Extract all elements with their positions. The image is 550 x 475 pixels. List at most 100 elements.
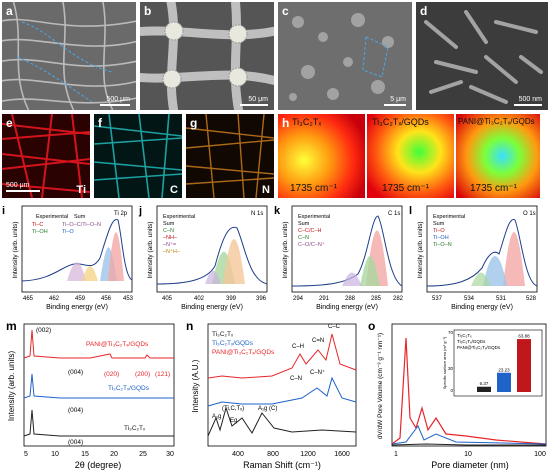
pore-tick-0: 1 — [394, 451, 398, 458]
sem-image-b — [140, 2, 274, 110]
legend-k-0: Experimental — [298, 214, 330, 220]
svg-text:o: o — [368, 319, 375, 333]
pore-line-gqds — [391, 425, 547, 445]
tick-k-0: 294 — [293, 296, 304, 302]
legend-i-1: Sum — [74, 214, 86, 220]
xps-panel-k: k C 1s Experimental Sum C–C/C–H C–N C–O/… — [274, 205, 404, 311]
raman-xlabel: Raman Shift (cm⁻¹) — [243, 460, 321, 470]
sem-panel-c: c 5 μm — [278, 2, 412, 110]
legend-j-0: Experimental — [163, 214, 195, 220]
tick-i-4: 453 — [123, 296, 134, 302]
ylabel-i: Intensity (arb. units) — [12, 221, 19, 278]
legend-i-2: Ti–C — [32, 222, 43, 228]
element-label-n: N — [262, 184, 270, 196]
panel-label-d: d — [420, 4, 428, 18]
legend-j-3: –NH– — [163, 235, 178, 241]
legend-i-4: Ti–O–C/Ti–O–N — [62, 222, 101, 228]
legend-k-1: Sum — [298, 221, 310, 227]
xps-panel-l: l O 1s Experimental Sum Ti–O Ti–OH Ti–O–… — [409, 205, 538, 311]
panel-label-i: i — [2, 205, 5, 217]
raman-panel-n: n Ti₃C₂Tₓ Ti₃C₂Tₓ/GQDs PANI@Ti₃C₂Tₓ/GQDs… — [186, 319, 357, 470]
tick-l-3: 528 — [526, 296, 537, 302]
xrd-ann-002: (002) — [36, 327, 51, 334]
xrd-xlabel: 2θ (degree) — [75, 460, 122, 470]
panel-label-a: a — [6, 4, 13, 18]
raman-tick-2: 1200 — [300, 451, 316, 458]
xps-panel-i: i Ti 2p Experimental Sum Ti–C Ti–OH Ti–O… — [2, 205, 134, 311]
legend-l-0: Experimental — [433, 214, 465, 220]
tick-j-1: 402 — [194, 296, 205, 302]
inset-ytick-0: 0 — [450, 388, 453, 393]
panel-label-l: l — [409, 205, 412, 217]
sem-panel-a: a 500 μm — [2, 2, 136, 110]
pore-panel-o: o Ti₃C₂Tₓ Ti₃C₂Tₓ/GQDs PANI@Ti₃C₂Tₓ/GQDs… — [368, 319, 547, 470]
axes-frame-i — [21, 205, 133, 293]
inset-bar-label-0: 6.37 — [480, 381, 489, 386]
raman-ann-eg: Eg — [230, 418, 237, 424]
tick-i-0: 465 — [23, 296, 34, 302]
tick-k-1: 291 — [319, 296, 330, 302]
panel-label-b: b — [144, 4, 152, 18]
element-label-c: C — [170, 184, 178, 196]
xrd-line-gqds — [23, 373, 174, 399]
xrd-tick-0: 5 — [24, 451, 28, 458]
inset-ytick-3: 30 — [448, 366, 454, 371]
eds-panel-e: e 500 μm Ti — [2, 114, 90, 198]
map-shift-3: 1735 cm⁻¹ — [470, 183, 517, 194]
raman-tick-3: 1600 — [334, 451, 350, 458]
legend-l-2: Ti–O — [433, 228, 445, 234]
map-shift-2: 1735 cm⁻¹ — [382, 183, 429, 194]
legend-j-2: C–N — [163, 228, 174, 234]
raman-ann-cn: C–N — [290, 376, 302, 382]
panel-label-c: c — [282, 4, 289, 18]
map-title-2: Ti₃C₂Tₓ/GQDs — [372, 117, 429, 127]
sem-panel-b: b 50 μm — [140, 2, 274, 110]
raman-ann-ch: C–H — [292, 344, 304, 350]
legend-l-1: Sum — [433, 221, 445, 227]
panel-label-f: f — [98, 116, 102, 130]
legend-k-2: C–C/C–H — [298, 228, 322, 234]
pore-line-ti3c2 — [391, 443, 546, 446]
xps-tag-i: Ti 2p — [114, 211, 128, 217]
svg-text:m: m — [6, 319, 17, 333]
xrd-tick-4: 25 — [139, 451, 147, 458]
raman-line-ti3c2 — [207, 406, 357, 437]
pore-ylabel: dV/dW Pore Volume (cm⁻³ g⁻¹ nm⁻¹) — [377, 333, 384, 439]
raman-tick-0: 400 — [232, 451, 244, 458]
legend-j-4: –N⁺= — [163, 241, 176, 248]
xlabel-i: Binding energy (eV) — [46, 304, 108, 311]
tick-j-2: 399 — [226, 296, 237, 302]
legend-l-3: Ti–OH — [433, 235, 449, 241]
panel-label-j: j — [138, 205, 142, 217]
raman-map-panel-h: h Ti₃C₂Tₓ Ti₃C₂Tₓ/GQDs PANI@Ti₃C₂Tₓ/GQDs… — [278, 114, 548, 198]
inset-bar-label-2: 63.88 — [518, 334, 530, 339]
scale-bar-c: 5 μm — [384, 96, 406, 106]
tick-l-1: 534 — [464, 296, 475, 302]
sem-image-c — [278, 2, 412, 110]
xrd-ann-200: (200) — [135, 371, 150, 378]
panel-label-g: g — [190, 116, 198, 130]
panel-label-k: k — [274, 205, 281, 217]
xps-tag-k: C 1s — [388, 211, 400, 217]
scale-text-e: 500 μm — [6, 182, 30, 189]
legend-l-4: Ti–O–N — [433, 242, 452, 248]
tick-k-2: 288 — [345, 296, 356, 302]
scale-bar-b: 50 μm — [240, 96, 268, 106]
scale-text-a: 500 μm — [106, 96, 131, 103]
panel-label-h: h — [282, 116, 290, 130]
legend-k-3: C–N — [298, 235, 309, 241]
map-title-1: Ti₃C₂Tₓ — [292, 117, 322, 127]
legend-i-0: Experimental — [36, 214, 68, 220]
xrd-tick-3: 20 — [110, 451, 118, 458]
eds-map-c — [94, 114, 182, 198]
xrd-series-ti3c2: Ti₃C₂Tₓ — [124, 425, 146, 432]
raman-ann-cc: C–C — [328, 324, 341, 330]
xrd-ann-004b: (004) — [68, 407, 83, 414]
xrd-line-pani — [23, 329, 174, 359]
xrd-ylabel: Intensity (arb. units) — [7, 351, 16, 422]
inset-legend-0: Ti₃C₂Tₓ — [457, 333, 472, 338]
pore-tick-1: 10 — [464, 451, 472, 458]
pore-xlabel: Pore diameter (nm) — [431, 460, 509, 470]
axes-frame-o — [391, 323, 547, 447]
eds-panel-g: g N — [186, 114, 274, 198]
